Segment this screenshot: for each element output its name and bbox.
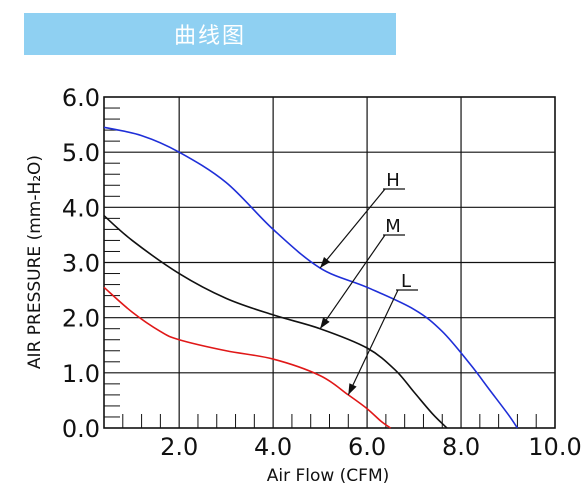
curves bbox=[103, 126, 519, 429]
leader-line bbox=[319, 234, 386, 330]
y-tick-label: 4.0 bbox=[62, 194, 100, 222]
arrowhead bbox=[348, 383, 357, 395]
grid-lines bbox=[103, 96, 556, 429]
series-L-label: L bbox=[401, 271, 411, 292]
arrowhead bbox=[320, 256, 331, 269]
series-M-line bbox=[103, 215, 448, 429]
x-axis-label: Air Flow (CFM) bbox=[267, 466, 390, 486]
x-tick-label: 6.0 bbox=[348, 433, 386, 461]
y-tick-label: 3.0 bbox=[62, 250, 100, 278]
series-H-label: H bbox=[386, 170, 400, 191]
annotations: H M L bbox=[319, 170, 418, 396]
x-tick-label: 4.0 bbox=[254, 433, 292, 461]
leader-line bbox=[319, 188, 386, 269]
arrowhead bbox=[320, 317, 330, 329]
x-tick-label: 8.0 bbox=[442, 433, 480, 461]
tick-labels: 0.0 1.0 2.0 3.0 4.0 5.0 6.0 2.0 4.0 6.0 8.0 10.0 bbox=[62, 84, 581, 461]
series-L-line bbox=[103, 286, 392, 429]
y-tick-label: 2.0 bbox=[62, 305, 100, 333]
leader-line bbox=[347, 289, 399, 396]
y-tick-label: 1.0 bbox=[62, 360, 100, 388]
series-H-line bbox=[103, 126, 519, 429]
y-tick-label: 0.0 bbox=[62, 415, 100, 443]
y-tick-label: 6.0 bbox=[62, 84, 100, 112]
x-tick-label: 10.0 bbox=[528, 433, 581, 461]
chart-title-banner: 曲线图 bbox=[24, 13, 396, 55]
minor-ticks bbox=[104, 107, 537, 428]
x-tick-label: 2.0 bbox=[160, 433, 198, 461]
y-axis-label: AIR PRESSURE (mm-H₂O) bbox=[25, 155, 45, 369]
series-M-label: M bbox=[385, 216, 401, 237]
y-tick-label: 5.0 bbox=[62, 139, 100, 167]
